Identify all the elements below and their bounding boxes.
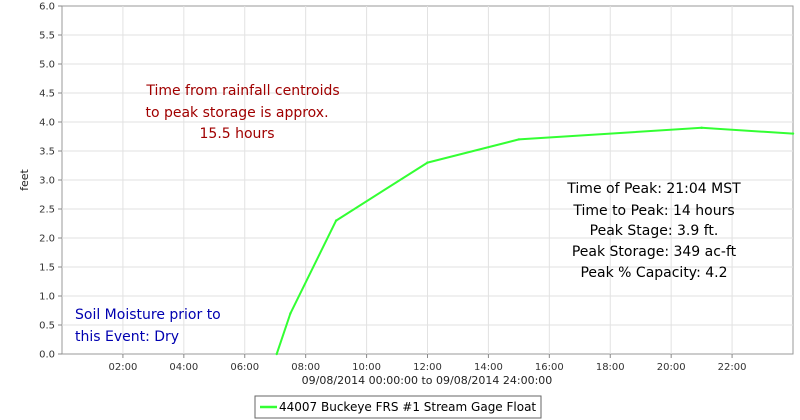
y-tick-label: 0.0: [39, 350, 55, 361]
x-tick-label: 12:00: [413, 362, 442, 373]
y-tick-label: 1.0: [39, 292, 55, 303]
series-point: [289, 312, 292, 315]
x-axis-title: 09/08/2014 00:00:00 to 09/08/2014 24:00:…: [302, 374, 553, 387]
series-point: [426, 161, 429, 164]
y-tick-label: 4.0: [39, 118, 55, 129]
x-tick-label: 04:00: [169, 362, 198, 373]
series-layer: [275, 126, 795, 356]
soil-moisture-line-2: this Event: Dry: [75, 329, 179, 345]
annotation-red-line-3: 15.5 hours: [200, 126, 275, 142]
peak-time-text: Time of Peak: 21:04 MST: [566, 181, 741, 197]
peak-storage-text: Peak Storage: 349 ac-ft: [572, 244, 737, 260]
x-tick-label: 08:00: [291, 362, 320, 373]
annotation-red-line-1: Time from rainfall centroids: [145, 83, 339, 99]
series-point: [700, 126, 703, 129]
y-tick-label: 5.5: [39, 31, 55, 42]
legend-box: [254, 395, 542, 419]
x-tick-label: 22:00: [718, 362, 747, 373]
axes: 0.0 0.5 1.0 1.5 2.0 2.5 3.0 3.5 4.0 4.5 5.0 5.5 6.0 0…: [39, 2, 746, 374]
series-point: [334, 219, 338, 222]
y-tick-label: 3.5: [39, 147, 55, 158]
rainfall-centroid-annotation: Time from rainfall centroids to peak sto…: [145, 83, 339, 142]
peak-capacity-text: Peak % Capacity: 4.2: [580, 265, 727, 281]
y-tick-label: 3.0: [39, 176, 55, 187]
y-tick-label: 5.0: [39, 60, 55, 71]
x-tick-label: 20:00: [657, 362, 686, 373]
y-tick-label: 1.5: [39, 263, 55, 274]
peak-stage-text: Peak Stage: 3.9 ft.: [590, 223, 719, 239]
y-tick-label: 2.5: [39, 205, 55, 216]
annotation-red-line-2: to peak storage is approx.: [145, 105, 328, 121]
x-tick-label: 10:00: [352, 362, 381, 373]
series-point: [517, 138, 521, 141]
y-tick-label: 6.0: [39, 2, 55, 13]
x-tick-label: 06:00: [230, 362, 259, 373]
series-point: [275, 352, 278, 356]
series-point: [791, 132, 795, 135]
x-tick-label: 16:00: [535, 362, 564, 373]
x-tick-label: 02:00: [109, 362, 138, 373]
legend-label: 44007 Buckeye FRS #1 Stream Gage Float: [279, 400, 536, 414]
x-tick-label: 18:00: [596, 362, 625, 373]
peak-stats-annotation: Time of Peak: 21:04 MST Time to Peak: 14…: [566, 181, 741, 281]
y-tick-label: 4.5: [39, 89, 55, 100]
legend: 44007 Buckeye FRS #1 Stream Gage Float: [254, 395, 542, 419]
y-tick-label: 2.0: [39, 234, 55, 245]
soil-moisture-annotation: Soil Moisture prior to this Event: Dry: [75, 307, 221, 345]
time-to-peak-text: Time to Peak: 14 hours: [572, 203, 734, 219]
soil-moisture-line-1: Soil Moisture prior to: [75, 307, 221, 323]
x-tick-label: 14:00: [474, 362, 503, 373]
y-tick-label: 0.5: [39, 321, 55, 332]
grid-lines: [62, 6, 793, 354]
y-axis-title: feet: [18, 168, 31, 190]
